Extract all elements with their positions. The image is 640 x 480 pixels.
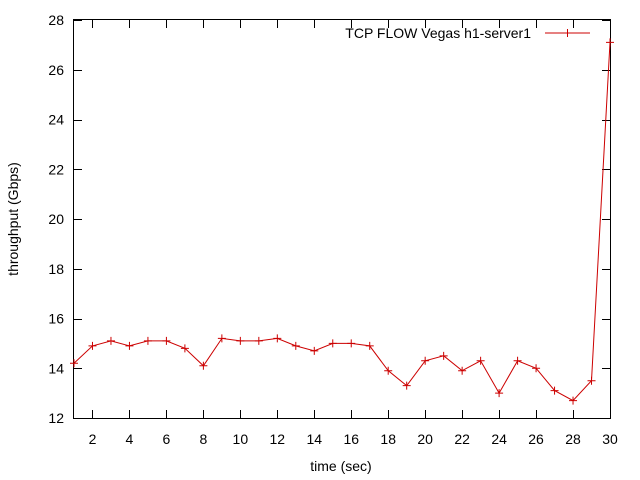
data-point-marker xyxy=(587,376,596,385)
data-point-marker xyxy=(550,386,559,395)
legend-label: TCP FLOW Vegas h1-server1 xyxy=(345,25,531,41)
x-tick-label: 12 xyxy=(270,431,286,447)
x-tick-label: 4 xyxy=(126,431,134,447)
x-tick-label: 20 xyxy=(417,431,433,447)
x-tick-label: 22 xyxy=(454,431,470,447)
y-tick-label: 12 xyxy=(48,410,64,426)
data-point-marker xyxy=(143,336,152,345)
data-point-marker xyxy=(421,356,430,365)
x-tick-label: 14 xyxy=(306,431,322,447)
x-tick-label: 16 xyxy=(343,431,359,447)
data-point-marker xyxy=(217,334,226,343)
axis-tick-labels: 2 4 6 8 10 12 14 16 18 20 22 24 26 28 3012141618202224… xyxy=(48,12,618,447)
data-point-marker xyxy=(569,396,578,405)
data-point-marker xyxy=(70,359,78,368)
x-tick-label: 26 xyxy=(528,431,544,447)
data-point-marker xyxy=(402,381,411,390)
x-axis-title: time (sec) xyxy=(310,458,371,474)
data-point-marker xyxy=(180,344,189,353)
data-point-marker xyxy=(347,339,356,348)
data-point-marker xyxy=(162,336,171,345)
legend-marker xyxy=(563,29,572,37)
x-tick-label: 28 xyxy=(565,431,581,447)
y-tick-label: 28 xyxy=(48,12,64,28)
data-point-marker xyxy=(291,341,300,350)
y-tick-label: 26 xyxy=(48,62,64,78)
data-point-marker xyxy=(254,336,263,345)
data-point-marker xyxy=(273,334,282,343)
legend: TCP FLOW Vegas h1-server1 xyxy=(345,25,590,41)
y-tick-label: 14 xyxy=(48,360,64,376)
plot-frame xyxy=(73,19,611,419)
y-tick-label: 22 xyxy=(48,161,64,177)
y-tick-label: 24 xyxy=(48,112,64,128)
x-tick-label: 18 xyxy=(380,431,396,447)
data-point-marker xyxy=(365,341,374,350)
y-tick-label: 18 xyxy=(48,261,64,277)
series-layer xyxy=(70,38,614,405)
data-point-marker xyxy=(606,38,614,47)
data-point-marker xyxy=(199,361,208,370)
x-tick-label: 30 xyxy=(602,431,618,447)
data-point-marker xyxy=(88,341,97,350)
data-point-marker xyxy=(458,366,467,375)
data-point-marker xyxy=(328,339,337,348)
y-tick-label: 16 xyxy=(48,311,64,327)
data-point-marker xyxy=(513,356,522,365)
x-tick-label: 10 xyxy=(233,431,249,447)
x-tick-label: 6 xyxy=(163,431,171,447)
x-tick-label: 2 xyxy=(89,431,97,447)
data-point-marker xyxy=(236,336,245,345)
x-tick-label: 8 xyxy=(199,431,207,447)
y-axis-title: throughput (Gbps) xyxy=(5,162,21,276)
data-point-marker xyxy=(532,364,541,373)
data-point-marker xyxy=(495,389,504,398)
data-point-marker xyxy=(310,346,319,355)
data-point-marker xyxy=(384,366,393,375)
data-point-marker xyxy=(106,336,115,345)
x-tick-label: 24 xyxy=(491,431,507,447)
data-point-marker xyxy=(476,356,485,365)
data-point-marker xyxy=(439,351,448,360)
axis-ticks xyxy=(74,20,611,419)
y-tick-label: 20 xyxy=(48,211,64,227)
data-point-marker xyxy=(125,341,134,350)
